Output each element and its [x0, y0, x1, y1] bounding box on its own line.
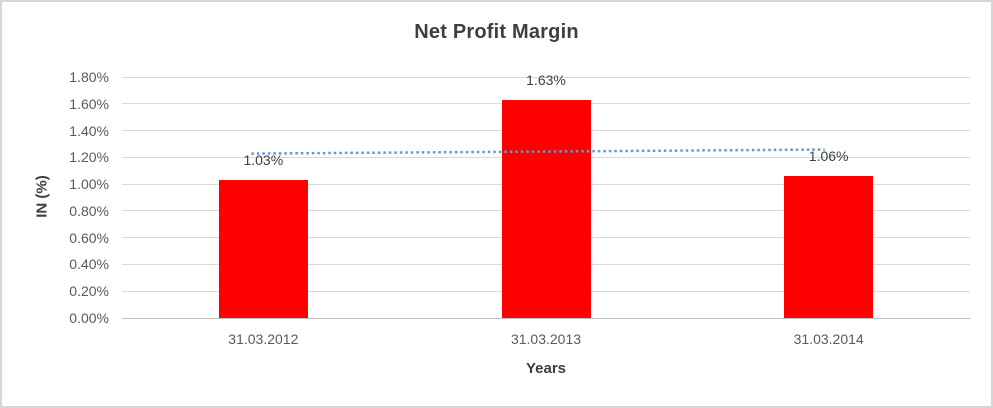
x-axis-title: Years	[525, 360, 567, 377]
y-axis-tick-label: 1.20%	[69, 149, 109, 166]
bar-data-label: 1.63%	[526, 71, 566, 88]
bar-31.03.2013	[501, 99, 591, 318]
y-axis-tick-label: 1.00%	[69, 176, 109, 193]
x-axis-category-label: 31.03.2013	[510, 331, 582, 347]
bar-31.03.2012	[218, 180, 308, 318]
x-axis-category-label: 31.03.2014	[793, 331, 864, 347]
y-axis-tick-label: 0.40%	[69, 256, 109, 273]
bar-data-label: 1.06%	[808, 148, 849, 165]
bar-data-label: 1.03%	[243, 152, 284, 169]
x-axis-category-label: 31.03.2012	[228, 331, 299, 347]
x-axis-line	[122, 318, 970, 319]
y-axis-tick-label: 0.80%	[69, 202, 109, 219]
bar-31.03.2014	[784, 176, 874, 318]
gridline	[122, 76, 970, 78]
y-axis-tick-label: 0.00%	[69, 310, 109, 326]
y-axis-tick-label: 0.20%	[69, 283, 109, 300]
y-axis-tick-label: 1.80%	[69, 69, 109, 85]
chart-title: Net Profit Margin	[414, 21, 579, 43]
y-axis-tick-label: 0.60%	[69, 229, 109, 246]
y-axis-tick-label: 1.40%	[69, 122, 109, 139]
y-axis-tick-label: 1.60%	[69, 95, 109, 112]
